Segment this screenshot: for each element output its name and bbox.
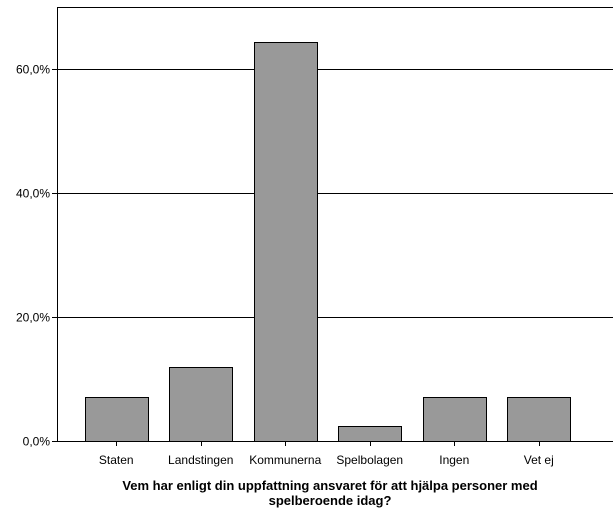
bar-ingen	[423, 397, 487, 442]
x-tick-label: Vet ej	[524, 453, 554, 467]
x-tick-label: Kommunerna	[249, 453, 321, 467]
bar-staten	[85, 397, 149, 442]
x-tick-label: Ingen	[439, 453, 469, 467]
x-tick-label: Spelbolagen	[336, 453, 403, 467]
bar-vet-ej	[507, 397, 571, 442]
gridlines	[57, 69, 613, 318]
x-tick-label: Staten	[99, 453, 134, 467]
plot-frame	[57, 7, 613, 442]
y-tick-label: 20,0%	[16, 311, 50, 325]
bar-spelbolagen	[338, 426, 402, 442]
x-axis-title: Vem har enligt din uppfattning ansvaret …	[122, 478, 537, 508]
y-tick-label: 60,0%	[16, 63, 50, 77]
bar-landstingen	[169, 367, 233, 442]
bar-kommunerna	[254, 42, 318, 442]
x-tick-label: Landstingen	[168, 453, 233, 467]
y-axis-ticks: 0,0% 20,0% 40,0% 60,0%	[16, 63, 57, 449]
x-axis-title-line-1: Vem har enligt din uppfattning ansvaret …	[122, 478, 537, 493]
bars	[85, 42, 571, 442]
y-tick-label: 40,0%	[16, 187, 50, 201]
x-axis-ticks: Staten Landstingen Kommunerna Spelbolagen In…	[99, 441, 554, 467]
y-tick-label: 0,0%	[23, 435, 51, 449]
x-axis-title-line-2: spelberoende idag?	[269, 493, 392, 508]
